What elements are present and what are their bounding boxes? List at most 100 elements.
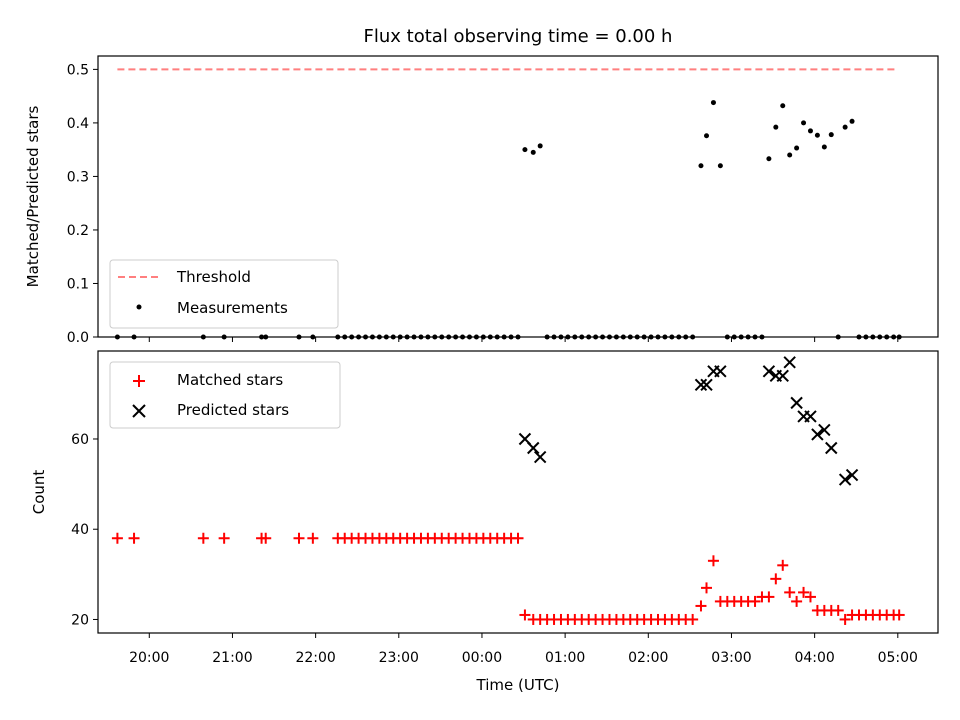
predicted-star-stroke [694, 378, 708, 392]
predicted-stars-legend-swatch [132, 404, 146, 418]
top-panel-frame [97, 55, 939, 338]
matched-stars-legend-label: Matched stars [177, 371, 283, 389]
predicted-star-stroke [811, 428, 824, 441]
top-legend-box [109, 259, 339, 329]
bottom-y-tick-label: 40 [71, 522, 89, 538]
measurement-point [794, 145, 800, 151]
measurement-point [801, 120, 807, 126]
predicted-star-stroke [845, 468, 859, 482]
predicted-star-stroke [762, 365, 776, 378]
predicted-star-stroke [804, 410, 817, 423]
matched-star-point [197, 532, 209, 544]
predicted-star-stroke [714, 365, 727, 378]
x-tick-label: 03:00 [711, 650, 751, 666]
matched-star-point [749, 595, 761, 607]
predicted-star-point [762, 365, 776, 378]
bottom-y-ticks: 20 40 60 [71, 432, 98, 628]
predicted-star-stroke [527, 441, 540, 455]
predicted-star-stroke [783, 356, 796, 369]
predicted-star-stroke [700, 378, 713, 392]
measurement-point [787, 152, 793, 158]
x-tick-label: 02:00 [628, 650, 668, 666]
measurement-point [698, 163, 704, 169]
matched-star-point [701, 582, 713, 594]
matched-star-point [770, 573, 782, 585]
top-y-axis-label: Matched/Predicted stars [24, 106, 42, 288]
predicted-star-point [776, 369, 789, 383]
x-tick-label: 20:00 [129, 650, 169, 666]
predicted-star-stroke [518, 432, 532, 446]
measurement-point [814, 132, 820, 138]
top-panel: 0.0 0.1 0.2 0.3 0.4 0.5 Matched/Predicted sta… [24, 55, 939, 346]
matched-star-point [832, 604, 844, 616]
matched-star-point [111, 532, 123, 544]
matched-star-point [839, 613, 851, 625]
predicted-star-point [811, 428, 824, 441]
top-y-ticks: 0.0 0.1 0.2 0.3 0.4 0.5 [67, 62, 899, 346]
measurement-point [537, 143, 543, 149]
matched-star-point [763, 591, 775, 603]
measurement-point [828, 132, 834, 138]
measurement-point [807, 128, 813, 134]
measurement-point [530, 149, 536, 155]
predicted-star-point [845, 468, 859, 482]
measurement-point [704, 133, 710, 139]
x-tick-label: 22:00 [295, 650, 335, 666]
measurement-point [766, 156, 772, 162]
bottom-y-axis-label: Count [30, 470, 48, 515]
x-axis-label: Time (UTC) [476, 676, 560, 694]
predicted-star-point [804, 410, 817, 423]
measurements-legend-swatch [136, 304, 142, 310]
matched-star-point [791, 595, 803, 607]
measurement-point [842, 124, 848, 130]
measurement-point [821, 144, 827, 150]
matched-star-point [784, 586, 796, 598]
x-tick-label: 04:00 [794, 650, 834, 666]
matched-star-point [893, 609, 905, 621]
matched-star-point [307, 532, 319, 544]
measurement-point [780, 103, 786, 109]
predicted-star-point [714, 365, 727, 378]
matched-star-point [804, 591, 816, 603]
top-y-tick-label: 0.2 [67, 223, 89, 239]
predicted-stars-legend-label: Predicted stars [177, 401, 289, 419]
matched-star-point [218, 532, 230, 544]
predicted-star-point [818, 423, 831, 437]
bottom-panel: 20 40 60 20:00 21:00 22:00 23:00 00:00 01:00 02:… [30, 350, 939, 694]
predicted-star-point [700, 378, 713, 392]
predicted-star-point [825, 441, 838, 455]
predicted-star-point [838, 473, 852, 486]
predicted-star-point [790, 396, 803, 410]
measurement-point [717, 163, 723, 169]
x-tick-label: 00:00 [462, 650, 502, 666]
predicted-star-point [694, 378, 708, 392]
predicted-star-stroke [533, 450, 547, 464]
measurements-legend-label: Measurements [177, 299, 288, 317]
measurement-point [522, 147, 528, 153]
predicted-star-point [533, 450, 547, 464]
chart-title: Flux total observing time = 0.00 h [364, 26, 673, 47]
predicted-star-point [527, 441, 540, 455]
measurement-point [849, 118, 855, 124]
measurement-point [710, 100, 716, 106]
bottom-y-tick-label: 20 [71, 612, 89, 628]
top-legend: Threshold Measurements [109, 259, 339, 329]
matched-star-point [293, 532, 305, 544]
bottom-x-ticks: 20:00 21:00 22:00 23:00 00:00 01:00 02:00 03:00… [129, 633, 918, 666]
top-y-tick-label: 0.1 [67, 276, 89, 292]
predicted-star-stroke [818, 423, 831, 437]
threshold-legend-label: Threshold [176, 268, 251, 286]
predicted-star-stroke [790, 396, 803, 410]
predicted-star-stroke [825, 441, 838, 455]
matched-star-point [260, 532, 272, 544]
bottom-legend-box [109, 361, 341, 429]
top-y-tick-label: 0.0 [67, 330, 89, 346]
x-tick-label: 01:00 [545, 650, 585, 666]
bottom-legend: Matched stars Predicted stars [109, 361, 341, 429]
bottom-panel-frame [97, 350, 939, 634]
x-tick-label: 21:00 [212, 650, 252, 666]
matched-star-point [128, 532, 140, 544]
matched-star-point [695, 600, 707, 612]
matched-star-point [777, 559, 789, 571]
